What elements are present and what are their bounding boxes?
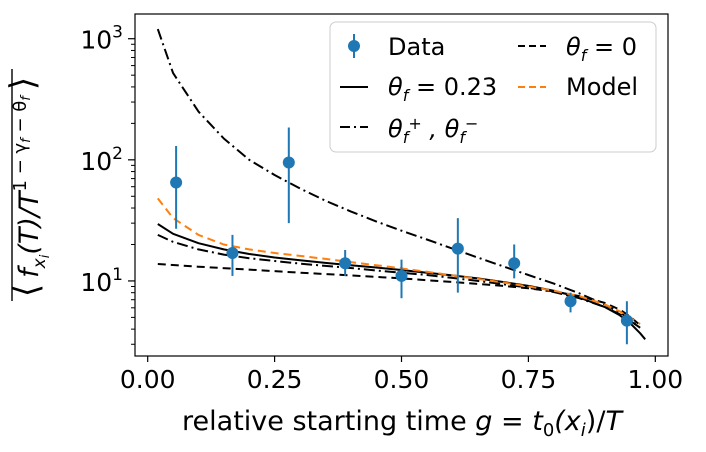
series-line-4 xyxy=(157,197,641,325)
svg-text:θf = 0: θf = 0 xyxy=(566,33,637,65)
data-point xyxy=(564,295,577,308)
y-tick-label: 101 xyxy=(80,265,123,297)
plot-lines xyxy=(156,28,646,340)
plot-points xyxy=(170,127,633,345)
data-point xyxy=(282,156,295,169)
legend: Data θf = 0.23 θf+ , θf− θf = 0 Model xyxy=(329,21,657,153)
data-point xyxy=(170,176,183,189)
svg-text:⟨fxi(T)/T1 − γf − θf⟩: ⟨fxi(T)/T1 − γf − θf⟩ xyxy=(3,77,53,297)
y-axis: 101 102 103 xyxy=(80,23,135,345)
data-point xyxy=(339,257,352,270)
data-point xyxy=(620,314,633,327)
data-point xyxy=(508,257,521,270)
series-line-2 xyxy=(157,233,641,329)
x-tick-label: 1.00 xyxy=(627,365,683,394)
svg-text:θf+ , θf−: θf+ , θf− xyxy=(388,114,478,147)
x-tick-label: 0.50 xyxy=(374,365,430,394)
legend-item-theta-023: θf = 0.23 xyxy=(340,73,497,105)
data-point xyxy=(451,242,464,255)
y-axis-label: ⟨fxi(T)/T1 − γf − θf⟩ xyxy=(3,77,53,297)
x-axis-label: relative starting time g = t0(xi)/T xyxy=(182,406,624,441)
x-tick-label: 0.25 xyxy=(247,365,303,394)
legend-item-data: Data xyxy=(348,33,445,61)
svg-text:Model: Model xyxy=(566,73,638,101)
x-axis: 0.00 0.25 0.50 0.75 1.00 xyxy=(120,356,683,394)
y-tick-label: 102 xyxy=(80,144,123,176)
legend-item-theta-plus-minus: θf+ , θf− xyxy=(340,114,478,147)
x-tick-label: 0.75 xyxy=(501,365,557,394)
data-point xyxy=(226,247,239,260)
y-tick-label: 103 xyxy=(80,23,123,55)
legend-frame xyxy=(329,21,657,153)
svg-text:Data: Data xyxy=(388,33,445,61)
x-tick-label: 0.00 xyxy=(120,365,176,394)
legend-item-model: Model xyxy=(518,73,638,101)
series-line-3 xyxy=(157,263,641,327)
legend-item-theta-0: θf = 0 xyxy=(518,33,637,65)
svg-text:θf = 0.23: θf = 0.23 xyxy=(388,73,497,105)
data-point xyxy=(395,269,408,282)
